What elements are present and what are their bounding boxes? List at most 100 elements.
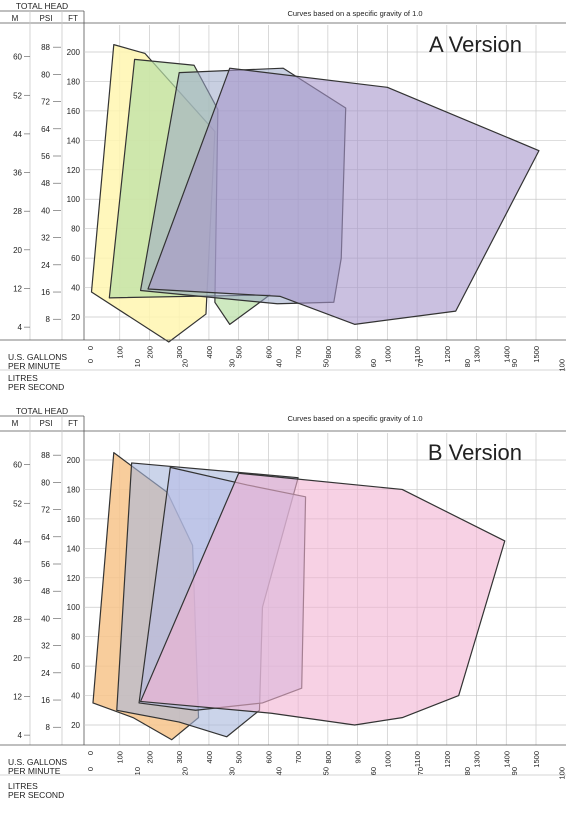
lps-tick-label: 40 bbox=[275, 767, 284, 775]
gpm-tick-label: 700 bbox=[294, 346, 303, 359]
unit-ft: FT bbox=[68, 14, 78, 23]
performance-zone-4 bbox=[147, 67, 540, 325]
psi-tick-label: 88 bbox=[41, 451, 50, 460]
unit-ft: FT bbox=[68, 419, 78, 428]
lps-tick-label: 30 bbox=[227, 767, 236, 775]
gpm-tick-label: 300 bbox=[175, 346, 184, 359]
psi-tick-label: 72 bbox=[41, 506, 50, 515]
gpm-tick-label: 1200 bbox=[443, 346, 452, 363]
lps-tick-label: 80 bbox=[463, 359, 472, 367]
gpm-tick-label: 1100 bbox=[413, 751, 422, 767]
m-tick-label: 36 bbox=[13, 577, 22, 586]
ft-tick-label: 180 bbox=[67, 485, 81, 494]
ft-tick-label: 200 bbox=[67, 456, 81, 465]
x2-axis-title: PER SECOND bbox=[8, 382, 64, 392]
gpm-tick-label: 300 bbox=[175, 751, 184, 764]
m-tick-label: 12 bbox=[13, 284, 22, 293]
m-tick-label: 60 bbox=[13, 53, 22, 62]
gpm-tick-label: 0 bbox=[86, 346, 95, 350]
psi-tick-label: 56 bbox=[41, 560, 50, 569]
gpm-tick-label: 400 bbox=[205, 346, 214, 359]
psi-tick-label: 8 bbox=[46, 315, 51, 324]
ft-tick-label: 60 bbox=[71, 662, 80, 671]
ft-tick-label: 180 bbox=[67, 77, 81, 86]
gpm-tick-label: 0 bbox=[86, 751, 95, 755]
psi-tick-label: 32 bbox=[41, 642, 50, 651]
lps-tick-label: 10 bbox=[133, 359, 142, 367]
ft-tick-label: 80 bbox=[71, 225, 80, 234]
lps-tick-label: 60 bbox=[369, 359, 378, 367]
performance-zone-4 bbox=[139, 472, 506, 726]
m-tick-label: 20 bbox=[13, 246, 22, 255]
gpm-tick-label: 900 bbox=[354, 751, 363, 764]
psi-tick-label: 72 bbox=[41, 98, 50, 107]
m-tick-label: 60 bbox=[13, 461, 22, 470]
m-tick-label: 44 bbox=[13, 130, 22, 139]
ft-tick-label: 160 bbox=[67, 515, 81, 524]
x-axis-title: PER MINUTE bbox=[8, 766, 61, 776]
ft-tick-label: 100 bbox=[67, 195, 81, 204]
lps-tick-label: 80 bbox=[463, 767, 472, 775]
lps-tick-label: 100 bbox=[557, 359, 566, 372]
gpm-tick-label: 600 bbox=[264, 751, 273, 764]
ft-tick-label: 40 bbox=[71, 284, 80, 293]
lps-tick-label: 100 bbox=[557, 767, 566, 780]
unit-psi: PSI bbox=[40, 14, 53, 23]
ft-tick-label: 40 bbox=[71, 692, 80, 701]
psi-tick-label: 24 bbox=[41, 261, 50, 270]
psi-tick-label: 48 bbox=[41, 179, 50, 188]
ft-tick-label: 120 bbox=[67, 166, 81, 175]
psi-tick-label: 48 bbox=[41, 587, 50, 596]
lps-tick-label: 20 bbox=[180, 359, 189, 367]
gpm-tick-label: 600 bbox=[264, 346, 273, 359]
gpm-tick-label: 700 bbox=[294, 751, 303, 764]
ft-tick-label: 200 bbox=[67, 48, 81, 57]
lps-tick-label: 90 bbox=[510, 359, 519, 367]
gpm-tick-label: 1400 bbox=[502, 346, 511, 363]
gpm-tick-label: 800 bbox=[324, 346, 333, 359]
unit-m: M bbox=[12, 419, 19, 428]
note-text: Curves based on a specific gravity of 1.… bbox=[287, 9, 422, 18]
gpm-tick-label: 900 bbox=[354, 346, 363, 359]
psi-tick-label: 64 bbox=[41, 125, 50, 134]
m-tick-label: 44 bbox=[13, 538, 22, 547]
gpm-tick-label: 1500 bbox=[532, 751, 541, 768]
y-axis-title: TOTAL HEAD bbox=[16, 1, 68, 11]
psi-tick-label: 80 bbox=[41, 70, 50, 79]
lps-tick-label: 70 bbox=[416, 767, 425, 775]
psi-tick-label: 88 bbox=[41, 43, 50, 52]
gpm-tick-label: 400 bbox=[205, 751, 214, 764]
psi-tick-label: 64 bbox=[41, 533, 50, 542]
psi-tick-label: 40 bbox=[41, 206, 50, 215]
ft-tick-label: 60 bbox=[71, 254, 80, 263]
gpm-tick-label: 100 bbox=[116, 751, 125, 764]
psi-tick-label: 16 bbox=[41, 696, 50, 705]
version-label: A Version bbox=[429, 32, 522, 57]
x-axis-title: PER MINUTE bbox=[8, 361, 61, 371]
psi-tick-label: 32 bbox=[41, 234, 50, 243]
ft-tick-label: 140 bbox=[67, 136, 81, 145]
m-tick-label: 20 bbox=[13, 654, 22, 663]
version-label: B Version bbox=[428, 440, 522, 465]
gpm-tick-label: 100 bbox=[116, 346, 125, 359]
ft-tick-label: 120 bbox=[67, 574, 81, 583]
gpm-tick-label: 200 bbox=[145, 346, 154, 359]
lps-tick-label: 0 bbox=[86, 767, 95, 771]
lps-tick-label: 40 bbox=[275, 359, 284, 367]
x2-axis-title: LITRES bbox=[8, 781, 38, 791]
m-tick-label: 4 bbox=[18, 323, 23, 332]
x-axis-title: U.S. GALLONS bbox=[8, 352, 67, 362]
gpm-tick-label: 1000 bbox=[383, 751, 392, 768]
unit-psi: PSI bbox=[40, 419, 53, 428]
gpm-tick-label: 200 bbox=[145, 751, 154, 764]
psi-tick-label: 16 bbox=[41, 288, 50, 297]
psi-tick-label: 40 bbox=[41, 614, 50, 623]
lps-tick-label: 60 bbox=[369, 767, 378, 775]
m-tick-label: 52 bbox=[13, 91, 22, 100]
gpm-tick-label: 1300 bbox=[473, 751, 482, 768]
psi-tick-label: 80 bbox=[41, 478, 50, 487]
m-tick-label: 4 bbox=[18, 731, 23, 740]
lps-tick-label: 50 bbox=[322, 767, 331, 775]
ft-tick-label: 160 bbox=[67, 107, 81, 116]
gpm-tick-label: 1200 bbox=[443, 751, 452, 768]
